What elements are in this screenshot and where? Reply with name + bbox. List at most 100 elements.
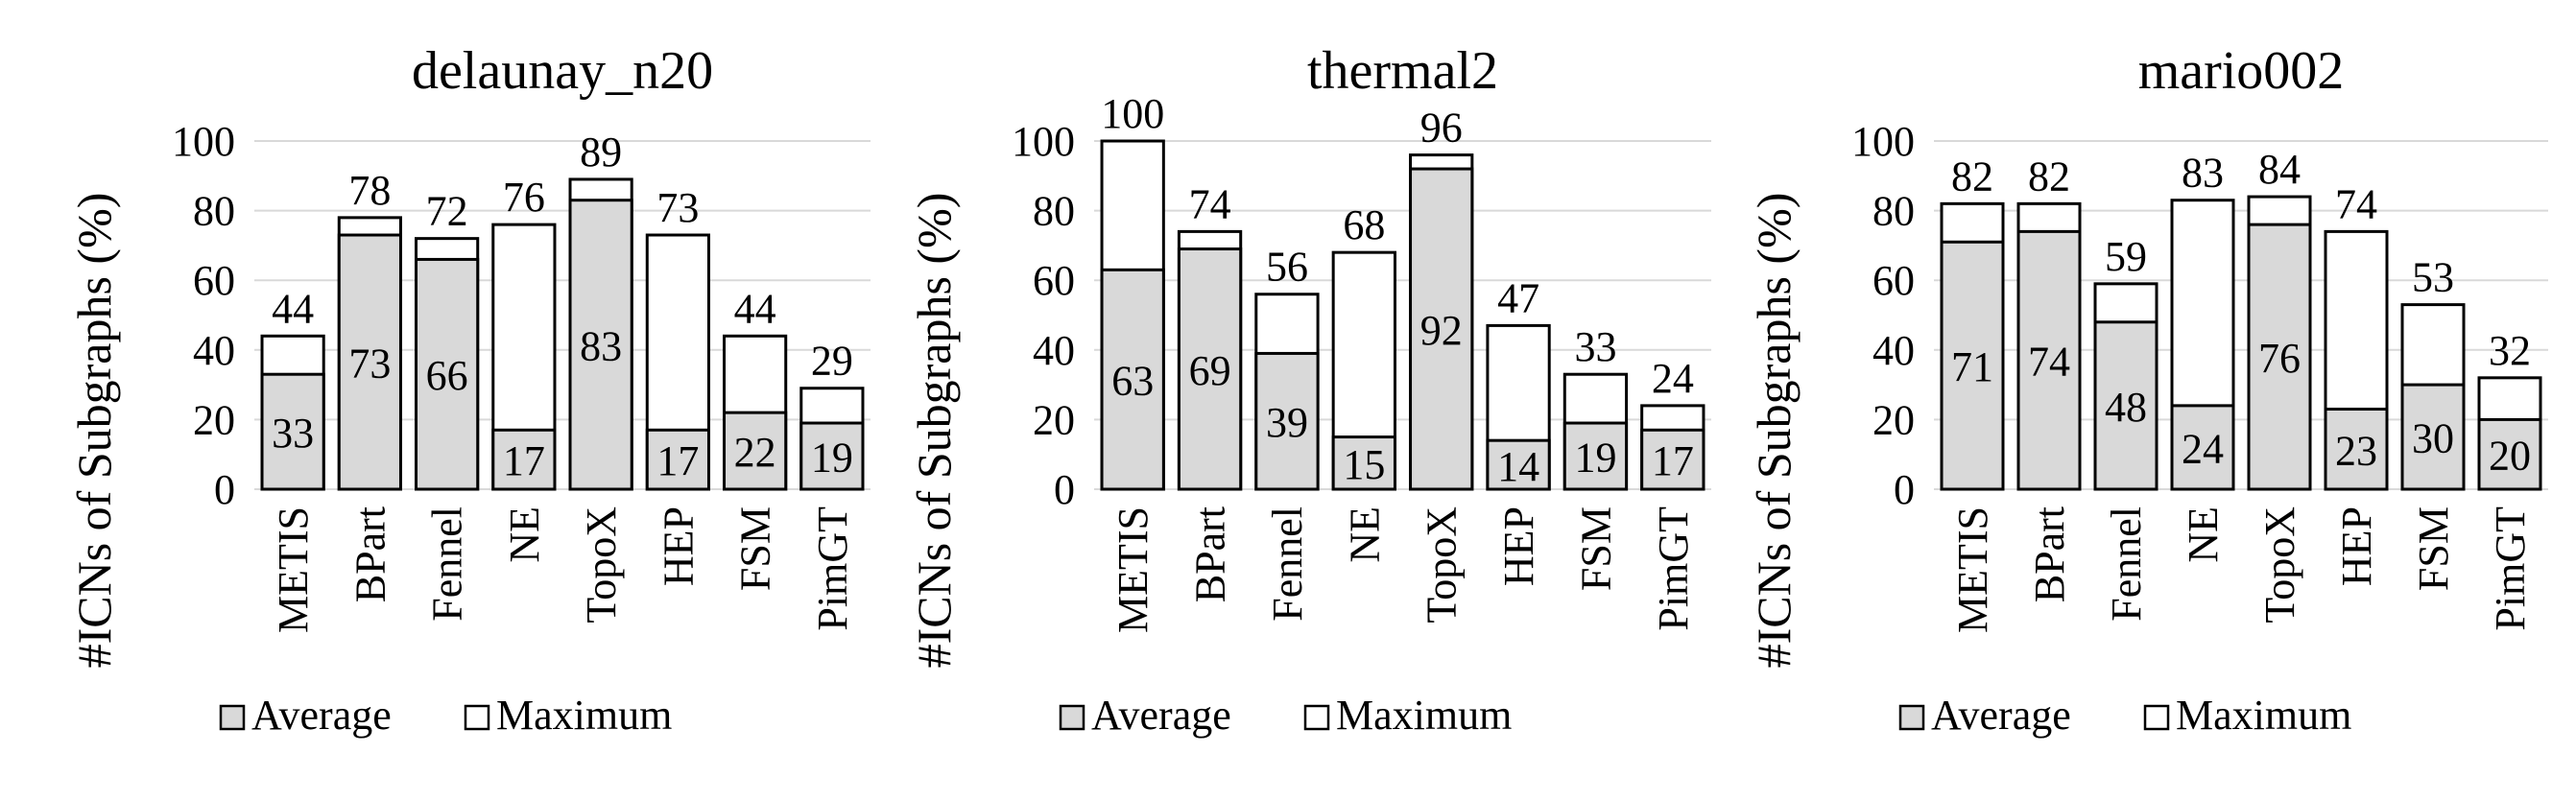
y-tick-label: 80 [193, 188, 235, 235]
legend-swatch-maximum [2143, 704, 2170, 731]
data-label-maximum: 56 [1266, 244, 1308, 291]
data-label-average: 73 [348, 341, 391, 388]
data-label-average: 20 [2489, 433, 2531, 480]
data-label-maximum: 74 [1189, 180, 1231, 227]
data-label-maximum: 96 [1420, 105, 1463, 152]
legend-swatch-average [1059, 704, 1085, 731]
y-axis-label: #ICNs of Subgraphs (%) [907, 193, 961, 669]
y-tick-label: 20 [1033, 396, 1075, 443]
bar-average [1409, 167, 1474, 491]
data-label-average: 74 [2028, 339, 2070, 386]
data-label-average: 33 [272, 410, 314, 457]
bar-average [2324, 408, 2389, 491]
data-label-maximum: 44 [272, 285, 314, 332]
data-label-maximum: 44 [734, 285, 776, 332]
data-label-maximum: 72 [426, 188, 468, 235]
data-label-maximum: 68 [1343, 201, 1385, 248]
y-axis-label: #ICNs of Subgraphs (%) [1747, 193, 1801, 669]
x-tick-label: PimGT [2487, 506, 2534, 631]
x-tick-label: NE [501, 506, 548, 563]
data-label-average: 22 [734, 429, 776, 476]
x-tick-label: HEP [2333, 506, 2380, 586]
bar-average [2247, 223, 2312, 491]
legend-swatch-average [1898, 704, 1925, 731]
bar-average [337, 233, 402, 491]
y-tick-label: 100 [1012, 118, 1075, 165]
chart-title: delaunay_n20 [412, 41, 713, 101]
y-tick-label: 80 [1872, 188, 1915, 235]
data-label-maximum: 32 [2489, 327, 2531, 374]
data-label-average: 23 [2335, 427, 2377, 474]
chart-panel-2: 0 20 40 60 80 100 mario002 #ICNs of Subgraphs (… [1747, 41, 2548, 739]
data-label-average: 76 [2258, 335, 2301, 382]
x-tick-label: PimGT [809, 506, 856, 631]
x-tick-label: TopoX [1419, 506, 1466, 624]
y-tick-label: 20 [193, 396, 235, 443]
bar-average [2016, 229, 2082, 491]
legend-label-average: Average [1091, 692, 1231, 739]
data-label-average: 83 [580, 322, 622, 369]
x-tick-label: FSM [1572, 506, 1619, 591]
legend-swatch-maximum [464, 704, 490, 731]
data-label-maximum: 47 [1497, 274, 1539, 321]
data-label-maximum: 84 [2258, 146, 2301, 193]
x-tick-label: METIS [1109, 506, 1157, 633]
bar-average [1177, 247, 1243, 491]
y-tick-label: 100 [172, 118, 235, 165]
data-label-average: 48 [2105, 384, 2147, 431]
data-label-maximum: 74 [2335, 180, 2377, 227]
x-tick-label: TopoX [2256, 506, 2303, 624]
x-tick-label: HEP [1495, 506, 1542, 586]
x-tick-label: BPart [346, 506, 394, 602]
y-tick-label: 60 [193, 257, 235, 304]
data-label-average: 15 [1343, 441, 1385, 488]
data-label-average: 17 [1652, 437, 1694, 484]
chart-panel-1: 0 20 40 60 80 100 thermal2 #ICNs of Subgraphs (… [907, 41, 1711, 739]
data-label-average: 17 [503, 437, 545, 484]
bar-average [260, 372, 325, 491]
bar-average [568, 199, 633, 491]
x-tick-label: Fennel [1264, 506, 1311, 622]
bar-average [415, 257, 480, 491]
data-label-average: 17 [656, 437, 699, 484]
y-tick-label: 60 [1872, 257, 1915, 304]
data-label-average: 19 [811, 435, 853, 482]
data-label-maximum: 76 [503, 174, 545, 221]
data-label-average: 39 [1266, 399, 1308, 446]
y-tick-label: 20 [1872, 396, 1915, 443]
data-label-average: 19 [1574, 435, 1616, 482]
bar-average [1100, 268, 1165, 491]
data-label-maximum: 82 [1951, 153, 1993, 200]
x-tick-label: HEP [655, 506, 702, 586]
y-tick-label: 40 [1033, 327, 1075, 374]
x-tick-label: Fennel [2103, 506, 2150, 622]
bar-average [1562, 421, 1629, 491]
data-label-maximum: 100 [1101, 90, 1164, 137]
legend: Average Maximum [219, 692, 672, 739]
data-label-maximum: 89 [580, 129, 622, 176]
bar-average [2400, 383, 2466, 491]
legend: Average Maximum [1898, 692, 2351, 739]
data-label-average: 63 [1111, 358, 1154, 405]
data-label-average: 14 [1497, 443, 1539, 490]
chart-panel-0: 0 20 40 60 80 100 delaunay_n20 #ICNs of Subgrap… [67, 41, 871, 739]
legend-label-maximum: Maximum [496, 692, 672, 739]
y-tick-label: 60 [1033, 257, 1075, 304]
data-label-maximum: 73 [656, 184, 699, 231]
x-tick-label: Fennel [424, 506, 471, 622]
data-label-maximum: 33 [1574, 323, 1616, 370]
data-label-maximum: 83 [2182, 150, 2224, 197]
legend-label-average: Average [251, 692, 392, 739]
x-tick-label: BPart [2026, 506, 2073, 602]
y-tick-label: 0 [1054, 466, 1075, 513]
data-label-average: 24 [2182, 425, 2224, 472]
legend-swatch-average [219, 704, 246, 731]
data-label-average: 69 [1189, 347, 1231, 394]
bar-average [645, 428, 710, 491]
bar-average [2093, 320, 2159, 491]
x-tick-label: METIS [270, 506, 317, 633]
data-label-average: 30 [2412, 415, 2454, 462]
data-label-maximum: 82 [2028, 153, 2070, 200]
